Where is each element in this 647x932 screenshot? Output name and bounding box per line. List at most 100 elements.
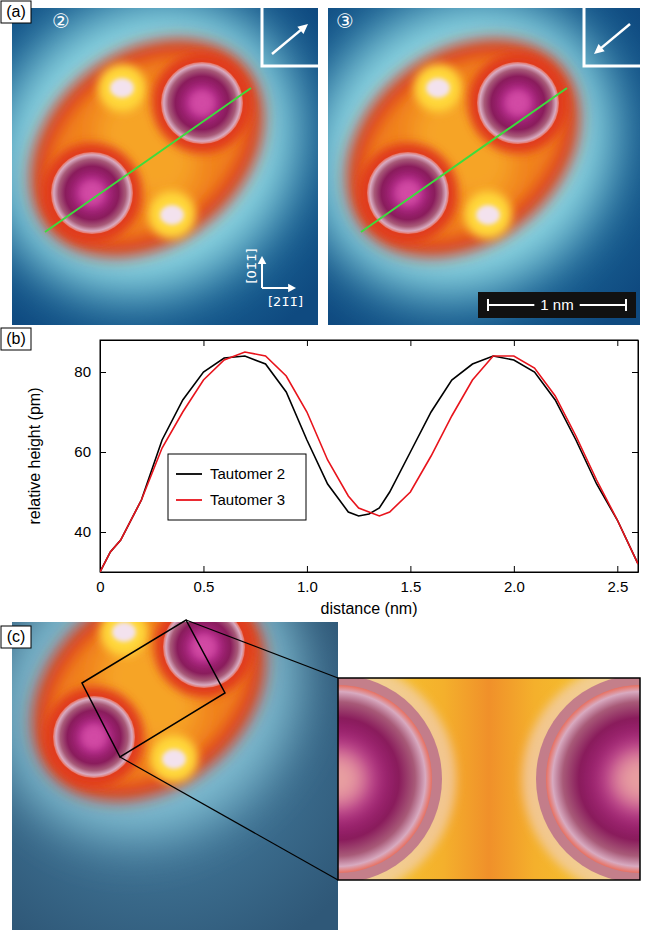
panel-label-box	[1, 1, 31, 23]
halo	[12, 622, 338, 900]
zoom-box	[82, 620, 225, 757]
legend: Tautomer 2Tautomer 3	[168, 454, 306, 520]
stm-image	[328, 8, 640, 325]
scale-bar-label: 1 nm	[540, 296, 573, 313]
tick: 0.5	[194, 566, 215, 595]
y-axis: 40 60 80	[74, 341, 106, 573]
tick-label: 2.0	[504, 578, 525, 595]
zoom-lobe-rim	[338, 678, 442, 880]
tick: 80	[74, 363, 106, 380]
direction-arrow	[261, 261, 263, 288]
zoom-lobe	[546, 685, 640, 873]
lines	[100, 352, 638, 572]
tick-label: 40	[74, 523, 91, 540]
zoom-lobe-core	[610, 749, 640, 809]
stm-image	[12, 8, 318, 325]
inset-arrow	[599, 24, 630, 50]
molecule	[328, 8, 640, 325]
body	[12, 622, 287, 824]
tick-mark	[307, 566, 308, 572]
direction-arrow	[262, 287, 291, 289]
y-axis-title: relative height (pm)	[26, 388, 43, 525]
tick-label: 1.5	[400, 578, 421, 595]
stm-image	[12, 622, 338, 930]
x-axis-title: distance (nm)	[321, 600, 418, 617]
lobe	[53, 696, 135, 778]
tick: 40	[74, 523, 106, 540]
direction-label: [01̄1̄]	[244, 249, 259, 284]
body	[12, 16, 285, 280]
lobe-rim	[154, 622, 254, 697]
lobe-core	[505, 90, 531, 116]
tick-mark	[410, 340, 411, 346]
tick-label: 0	[96, 578, 104, 595]
line	[100, 352, 638, 572]
tick: 2.0	[504, 566, 525, 595]
tick	[617, 340, 618, 346]
body-edge	[328, 8, 623, 302]
zoom-connector	[120, 757, 338, 880]
tautomer-number: ②	[52, 9, 70, 33]
tick-mark	[617, 340, 618, 346]
legend-swatch	[176, 473, 202, 475]
tick: 1.0	[297, 566, 318, 595]
inset-arrow-head	[297, 24, 308, 34]
tick: 1.5	[400, 566, 421, 595]
tick-mark	[100, 452, 106, 453]
lobe-rim	[42, 143, 142, 243]
body	[328, 16, 601, 280]
tick: 60	[74, 443, 106, 460]
inset-arrow-head	[594, 44, 605, 54]
panel-label: (b)	[6, 330, 26, 347]
zoom-lobe-halo	[522, 678, 640, 880]
lobe-rim	[358, 143, 458, 243]
tick-mark	[100, 372, 106, 373]
tick	[632, 452, 638, 453]
molecule	[12, 8, 318, 325]
spot-glow	[150, 735, 198, 783]
tick-mark	[410, 566, 411, 572]
tick	[410, 340, 411, 346]
zoom-lobe-halo	[338, 678, 456, 880]
tick-mark	[632, 532, 638, 533]
spot	[110, 78, 134, 98]
panel-label: (a)	[6, 3, 26, 20]
tick-mark	[203, 340, 204, 346]
zoom-image	[338, 678, 640, 880]
halo	[12, 8, 318, 325]
plot-frame	[100, 340, 638, 572]
spot-glow	[414, 64, 462, 112]
figure: ②③(a)[01̄1̄][21̄1̄]1 nm00.51.01.52.02.54…	[0, 0, 647, 932]
legend-label: Tautomer 2	[210, 465, 285, 482]
tick-mark	[203, 566, 204, 572]
tick	[632, 532, 638, 533]
halo	[328, 8, 640, 325]
tick-mark	[100, 532, 106, 533]
inset-bracket	[584, 8, 640, 66]
zoom-lobe	[338, 685, 432, 873]
spot-glow	[98, 64, 146, 112]
zoom-connector	[186, 620, 338, 678]
tick-mark	[514, 566, 515, 572]
tick: 2.5	[607, 566, 628, 595]
legend-box	[168, 454, 306, 520]
lobe	[51, 152, 133, 234]
x-axis: 0 0.5 1.0 1.5 2.0 2.5	[96, 566, 638, 595]
tick-mark	[632, 372, 638, 373]
scale-bar-box	[478, 292, 636, 318]
panel-label-box	[1, 626, 31, 648]
spot-glow	[148, 191, 196, 239]
lobe-rim	[468, 53, 568, 153]
inset-bracket	[262, 8, 318, 66]
profile-line	[361, 88, 567, 232]
tick-mark	[632, 452, 638, 453]
line	[100, 356, 638, 572]
tick-label: 0.5	[194, 578, 215, 595]
inset-arrow	[272, 28, 303, 54]
zoom-lobe-rim	[536, 678, 640, 880]
profile-line	[45, 88, 251, 232]
body-edge	[12, 622, 309, 846]
spot	[162, 749, 186, 769]
zoom-frame	[338, 678, 640, 880]
direction-arrow-head	[288, 284, 296, 293]
